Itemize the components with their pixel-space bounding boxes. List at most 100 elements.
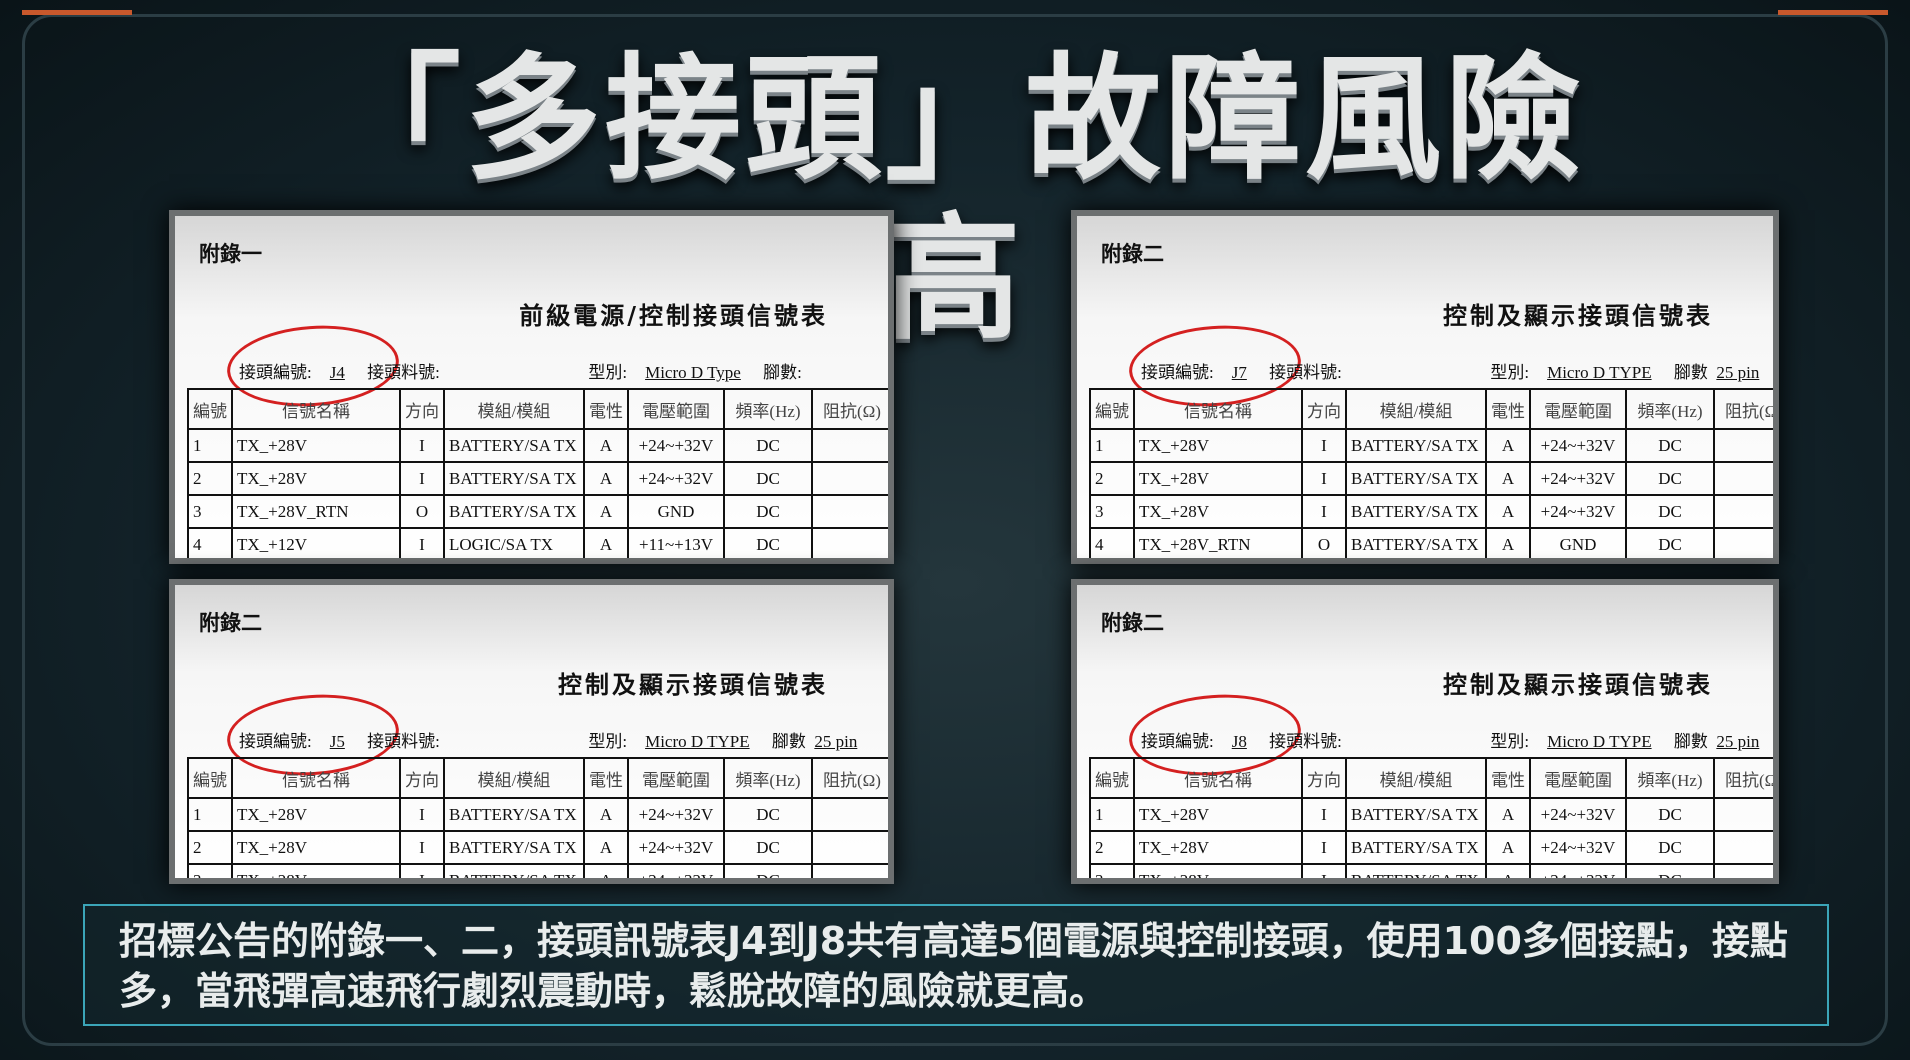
- table-cell: BATTERY/SA TX: [443, 797, 585, 832]
- column-header: 方向: [399, 388, 445, 430]
- conn-label: 接頭編號:: [239, 732, 312, 751]
- table-cell: I: [399, 527, 445, 558]
- signal-table-document: 附錄二 控制及顯示接頭信號表 接頭編號: J7 接頭料號: 型別: Micro D …: [1071, 210, 1779, 564]
- table-cell: +24~+32V: [627, 797, 725, 832]
- table-cell: GND: [627, 494, 725, 529]
- table-cell: +24~+32V: [1529, 428, 1627, 463]
- table-cell: [1713, 527, 1773, 558]
- signal-table-document: 附錄二 控制及顯示接頭信號表 接頭編號: J5 接頭料號: 型別: Micro D …: [169, 579, 894, 884]
- column-header: 編號: [187, 757, 233, 799]
- connector-meta: 接頭編號: J4 接頭料號: 型別: Micro D Type 腳數:: [239, 358, 810, 383]
- conn-id: J8: [1231, 732, 1247, 751]
- table-cell: TX_+28V: [231, 461, 401, 496]
- column-header: 編號: [1089, 388, 1135, 430]
- table-cell: I: [399, 428, 445, 463]
- column-header: 頻率(Hz): [1625, 388, 1715, 430]
- table-cell: A: [583, 527, 629, 558]
- table-cell: TX_+28V: [1133, 428, 1303, 463]
- table-row: 4 TX_+28V_RTN O BATTERY/SA TX A GND DC: [1089, 527, 1773, 558]
- table-cell: TX_+28V: [231, 428, 401, 463]
- column-header: 方向: [399, 757, 445, 799]
- column-header: 電壓範圍: [627, 757, 725, 799]
- table-cell: [811, 428, 888, 463]
- part-label: 接頭料號:: [1269, 732, 1342, 751]
- signal-table: 編號 信號名稱 方向 模組/模組 電性 電壓範圍 頻率(Hz) 阻抗(Ω) 1 TX_+28V I B…: [1089, 757, 1773, 878]
- table-cell: TX_+28V: [231, 797, 401, 832]
- pins-label: 腳數: [771, 732, 806, 751]
- table-cell: +24~+32V: [1529, 830, 1627, 865]
- table-cell: 2: [187, 830, 233, 865]
- table-cell: BATTERY/SA TX: [1345, 461, 1487, 496]
- table-cell: I: [399, 830, 445, 865]
- conn-id: J7: [1231, 363, 1247, 382]
- table-cell: +24~+32V: [1529, 797, 1627, 832]
- connector-meta: 接頭編號: J7 接頭料號: 型別: Micro D TYPE 腳數 25 pin: [1141, 358, 1759, 383]
- conn-label: 接頭編號:: [1141, 363, 1214, 382]
- table-cell: [811, 461, 888, 496]
- header-row: 編號 信號名稱 方向 模組/模組 電性 電壓範圍 頻率(Hz) 阻抗(Ω): [187, 388, 888, 430]
- signal-table: 編號 信號名稱 方向 模組/模組 電性 電壓範圍 頻率(Hz) 阻抗(Ω) 1 TX_+28V I B…: [1089, 388, 1773, 558]
- table-cell: TX_+28V: [1133, 830, 1303, 865]
- table-cell: [1713, 830, 1773, 865]
- table-row: 3 TX_+28V I BATTERY/SA TX A +24~+32V DC: [187, 863, 888, 878]
- table-cell: [811, 797, 888, 832]
- table-cell: TX_+28V: [231, 830, 401, 865]
- table-cell: [811, 830, 888, 865]
- table-cell: DC: [1625, 863, 1715, 878]
- table-cell: A: [583, 797, 629, 832]
- table-cell: DC: [723, 461, 813, 496]
- column-header: 信號名稱: [231, 757, 401, 799]
- table-cell: A: [1485, 428, 1531, 463]
- header-row: 編號 信號名稱 方向 模組/模組 電性 電壓範圍 頻率(Hz) 阻抗(Ω): [1089, 757, 1773, 799]
- table-cell: TX_+28V: [1133, 494, 1303, 529]
- table-cell: 2: [1089, 461, 1135, 496]
- table-cell: A: [1485, 527, 1531, 558]
- type-value: Micro D TYPE: [1547, 732, 1652, 751]
- part-label: 接頭料號:: [1269, 363, 1342, 382]
- column-header: 模組/模組: [443, 757, 585, 799]
- table-row: 1 TX_+28V I BATTERY/SA TX A +24~+32V DC: [187, 797, 888, 832]
- pins-label: 腳數:: [763, 363, 802, 382]
- column-header: 頻率(Hz): [723, 388, 813, 430]
- conn-id: J4: [329, 363, 345, 382]
- appendix-label: 附錄一: [199, 241, 262, 266]
- conn-label: 接頭編號:: [239, 363, 312, 382]
- table-cell: GND: [1529, 527, 1627, 558]
- type-label: 型別:: [1490, 363, 1530, 382]
- table-cell: [1713, 797, 1773, 832]
- table-cell: +24~+32V: [627, 863, 725, 878]
- column-header: 電壓範圍: [1529, 757, 1627, 799]
- table-cell: +24~+32V: [1529, 863, 1627, 878]
- table-cell: DC: [723, 863, 813, 878]
- pins-value: 25 pin: [1716, 732, 1760, 751]
- table-row: 1 TX_+28V I BATTERY/SA TX A +24~+32V DC: [1089, 428, 1773, 463]
- table-cell: BATTERY/SA TX: [1345, 494, 1487, 529]
- table-cell: [811, 494, 888, 529]
- connector-meta: 接頭編號: J5 接頭料號: 型別: Micro D TYPE 腳數 25 pin: [239, 727, 857, 752]
- table-cell: TX_+28V: [1133, 863, 1303, 878]
- table-cell: I: [399, 863, 445, 878]
- table-cell: I: [1301, 461, 1347, 496]
- column-header: 信號名稱: [1133, 388, 1303, 430]
- column-header: 模組/模組: [1345, 388, 1487, 430]
- table-cell: BATTERY/SA TX: [443, 494, 585, 529]
- table-cell: BATTERY/SA TX: [443, 863, 585, 878]
- column-header: 電性: [583, 388, 629, 430]
- table-cell: [1713, 494, 1773, 529]
- table-cell: A: [583, 863, 629, 878]
- table-cell: BATTERY/SA TX: [443, 461, 585, 496]
- table-cell: +24~+32V: [627, 461, 725, 496]
- table-cell: 1: [187, 428, 233, 463]
- column-header: 阻抗(Ω): [1713, 757, 1773, 799]
- appendix-label: 附錄二: [1101, 241, 1164, 266]
- conn-id: J5: [329, 732, 345, 751]
- table-cell: DC: [1625, 830, 1715, 865]
- document-title: 控制及顯示接頭信號表: [558, 670, 828, 699]
- table-cell: A: [583, 494, 629, 529]
- column-header: 頻率(Hz): [1625, 757, 1715, 799]
- caption: 招標公告的附錄一、二，接頭訊號表J4到J8共有高達5個電源與控制接頭，使用100…: [83, 904, 1829, 1026]
- table-cell: TX_+28V: [1133, 797, 1303, 832]
- pins-value: 25 pin: [814, 732, 858, 751]
- column-header: 方向: [1301, 757, 1347, 799]
- column-header: 編號: [1089, 757, 1135, 799]
